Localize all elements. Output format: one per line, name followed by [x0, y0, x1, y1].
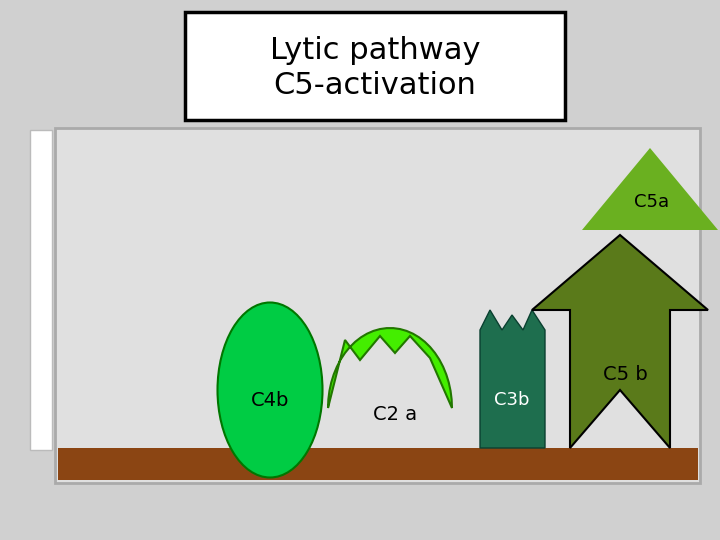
Bar: [30, 130, 52, 450]
Text: C3b: C3b: [494, 391, 530, 409]
Text: C2 a: C2 a: [373, 406, 417, 424]
Bar: [185, 12, 565, 120]
Text: C5 b: C5 b: [603, 366, 647, 384]
Polygon shape: [328, 328, 452, 408]
Bar: [58, 448, 698, 480]
Text: Lytic pathway
C5-activation: Lytic pathway C5-activation: [270, 36, 480, 100]
Polygon shape: [480, 310, 545, 448]
Polygon shape: [582, 148, 718, 230]
Text: C4b: C4b: [251, 390, 289, 409]
Bar: [55, 128, 700, 483]
Ellipse shape: [217, 302, 323, 477]
Text: C5a: C5a: [634, 193, 670, 211]
Polygon shape: [532, 235, 708, 448]
